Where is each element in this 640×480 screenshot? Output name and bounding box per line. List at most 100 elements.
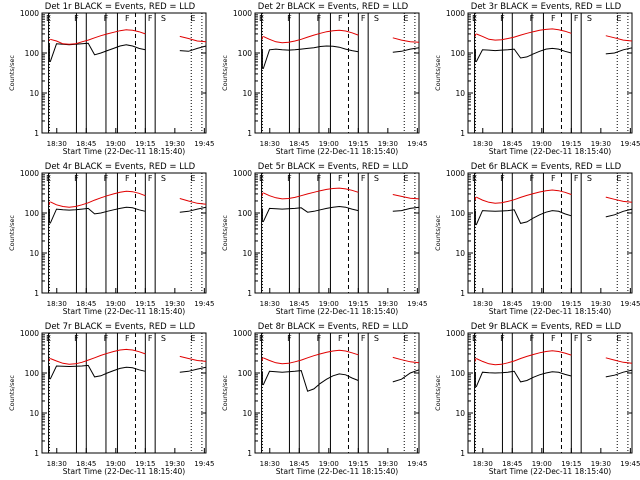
interval-marker-label: F	[530, 334, 535, 343]
x-tick-label: 18:30	[47, 300, 67, 308]
series-line-lld	[50, 348, 146, 365]
x-axis-label: Start Time (22-Dec-11 18:15:40)	[276, 147, 398, 156]
series-tail-lld	[392, 37, 420, 43]
interval-marker-label: F	[317, 174, 322, 183]
interval-marker-label: E	[46, 174, 51, 183]
series-tail-events	[605, 208, 633, 218]
x-tick-label: 19:45	[194, 140, 214, 148]
y-tick-label: 100	[25, 49, 40, 58]
y-tick-label: 1000	[446, 169, 465, 178]
series-line-events	[475, 370, 572, 388]
series-tail-events	[392, 369, 420, 383]
x-tick-label: 18:45	[76, 140, 96, 148]
x-tick-label: 18:30	[260, 300, 280, 308]
series-line-events	[49, 206, 146, 224]
x-axis-label: Start Time (22-Dec-11 18:15:40)	[276, 307, 398, 316]
y-tick-label: 1	[247, 449, 252, 458]
x-tick-label: 19:15	[561, 460, 581, 468]
y-tick-label: 1	[460, 129, 465, 138]
interval-marker-label: F	[104, 14, 109, 23]
x-axis-label: Start Time (22-Dec-11 18:15:40)	[63, 307, 185, 316]
interval-marker-label: E	[259, 14, 264, 23]
detector-panel-7: Det 7r BLACK = Events, RED = LLD 1 10 100 10…	[8, 322, 214, 476]
y-tick-label: 1000	[233, 9, 252, 18]
x-tick-label: 19:45	[407, 460, 427, 468]
x-axis-label: Start Time (22-Dec-11 18:15:40)	[276, 467, 398, 476]
interval-marker-label: S	[587, 334, 592, 343]
interval-marker-label: F	[338, 334, 343, 343]
x-tick-label: 19:30	[165, 140, 185, 148]
interval-marker-label: F	[338, 174, 343, 183]
interval-marker-label: F	[551, 174, 556, 183]
interval-marker-label: E	[190, 174, 195, 183]
x-tick-label: 19:45	[620, 460, 640, 468]
detector-panel-5: Det 5r BLACK = Events, RED = LLD 1 10 100 10…	[221, 162, 427, 316]
interval-marker-label: E	[403, 14, 408, 23]
chart-title: Det 9r BLACK = Events, RED = LLD	[471, 322, 622, 332]
chart-title: Det 4r BLACK = Events, RED = LLD	[45, 162, 196, 172]
interval-marker-label: F	[148, 334, 153, 343]
y-tick-label: 1000	[20, 329, 39, 338]
plot-frame	[467, 332, 633, 454]
series-line-lld	[475, 350, 572, 366]
x-tick-label: 19:00	[106, 460, 126, 468]
y-tick-label: 100	[451, 209, 466, 218]
series-line-lld	[475, 189, 572, 204]
interval-marker-label: F	[125, 334, 130, 343]
series-line-lld	[262, 187, 359, 200]
x-tick-label: 19:00	[319, 140, 339, 148]
series-line-events	[262, 370, 359, 392]
series-line-lld	[262, 29, 359, 44]
chart-title: Det 8r BLACK = Events, RED = LLD	[258, 322, 409, 332]
x-tick-label: 18:30	[473, 460, 493, 468]
x-tick-label: 19:00	[532, 460, 552, 468]
x-tick-label: 19:30	[591, 140, 611, 148]
series-tail-lld	[392, 356, 420, 364]
plot-frame	[41, 332, 207, 454]
x-tick-label: 19:15	[348, 300, 368, 308]
interval-marker-label: F	[551, 14, 556, 23]
interval-marker-label: F	[530, 174, 535, 183]
x-tick-label: 19:15	[135, 140, 155, 148]
y-axis-label: Counts/sec	[434, 55, 442, 91]
series-tail-events	[605, 47, 633, 55]
series-line-events	[49, 364, 146, 380]
interval-marker-label: F	[361, 334, 366, 343]
x-tick-label: 19:00	[106, 300, 126, 308]
interval-marker-label: F	[361, 14, 366, 23]
series-tail-events	[179, 366, 207, 373]
interval-marker-label: S	[587, 174, 592, 183]
series-tail-lld	[392, 194, 420, 200]
chart-title: Det 5r BLACK = Events, RED = LLD	[258, 162, 409, 172]
chart-title: Det 7r BLACK = Events, RED = LLD	[45, 322, 196, 332]
series-line-lld	[50, 29, 146, 45]
series-line-events	[262, 205, 359, 223]
interval-marker-label: F	[104, 334, 109, 343]
x-tick-label: 19:15	[561, 140, 581, 148]
interval-marker-label: F	[361, 174, 366, 183]
y-axis-label: Counts/sec	[221, 215, 229, 251]
series-line-lld	[476, 28, 572, 41]
interval-marker-label: F	[125, 14, 130, 23]
interval-marker-label: F	[125, 174, 130, 183]
plot-frame	[254, 332, 420, 454]
series-tail-events	[179, 206, 207, 213]
interval-marker-label: F	[104, 174, 109, 183]
y-tick-label: 1000	[233, 329, 252, 338]
interval-marker-label: F	[287, 174, 292, 183]
x-tick-label: 19:45	[407, 140, 427, 148]
interval-marker-label: E	[190, 334, 195, 343]
y-axis-label: Counts/sec	[434, 215, 442, 251]
x-tick-label: 19:45	[194, 460, 214, 468]
interval-marker-label: E	[472, 14, 477, 23]
x-tick-label: 18:45	[502, 140, 522, 148]
interval-marker-label: F	[287, 14, 292, 23]
detector-panel-9: Det 9r BLACK = Events, RED = LLD 1 10 100 10…	[434, 322, 640, 476]
interval-marker-label: E	[616, 174, 621, 183]
series-line-lld	[263, 349, 359, 365]
x-axis-label: Start Time (22-Dec-11 18:15:40)	[63, 147, 185, 156]
x-tick-label: 19:30	[591, 300, 611, 308]
interval-marker-label: E	[46, 334, 51, 343]
y-tick-label: 1	[460, 449, 465, 458]
